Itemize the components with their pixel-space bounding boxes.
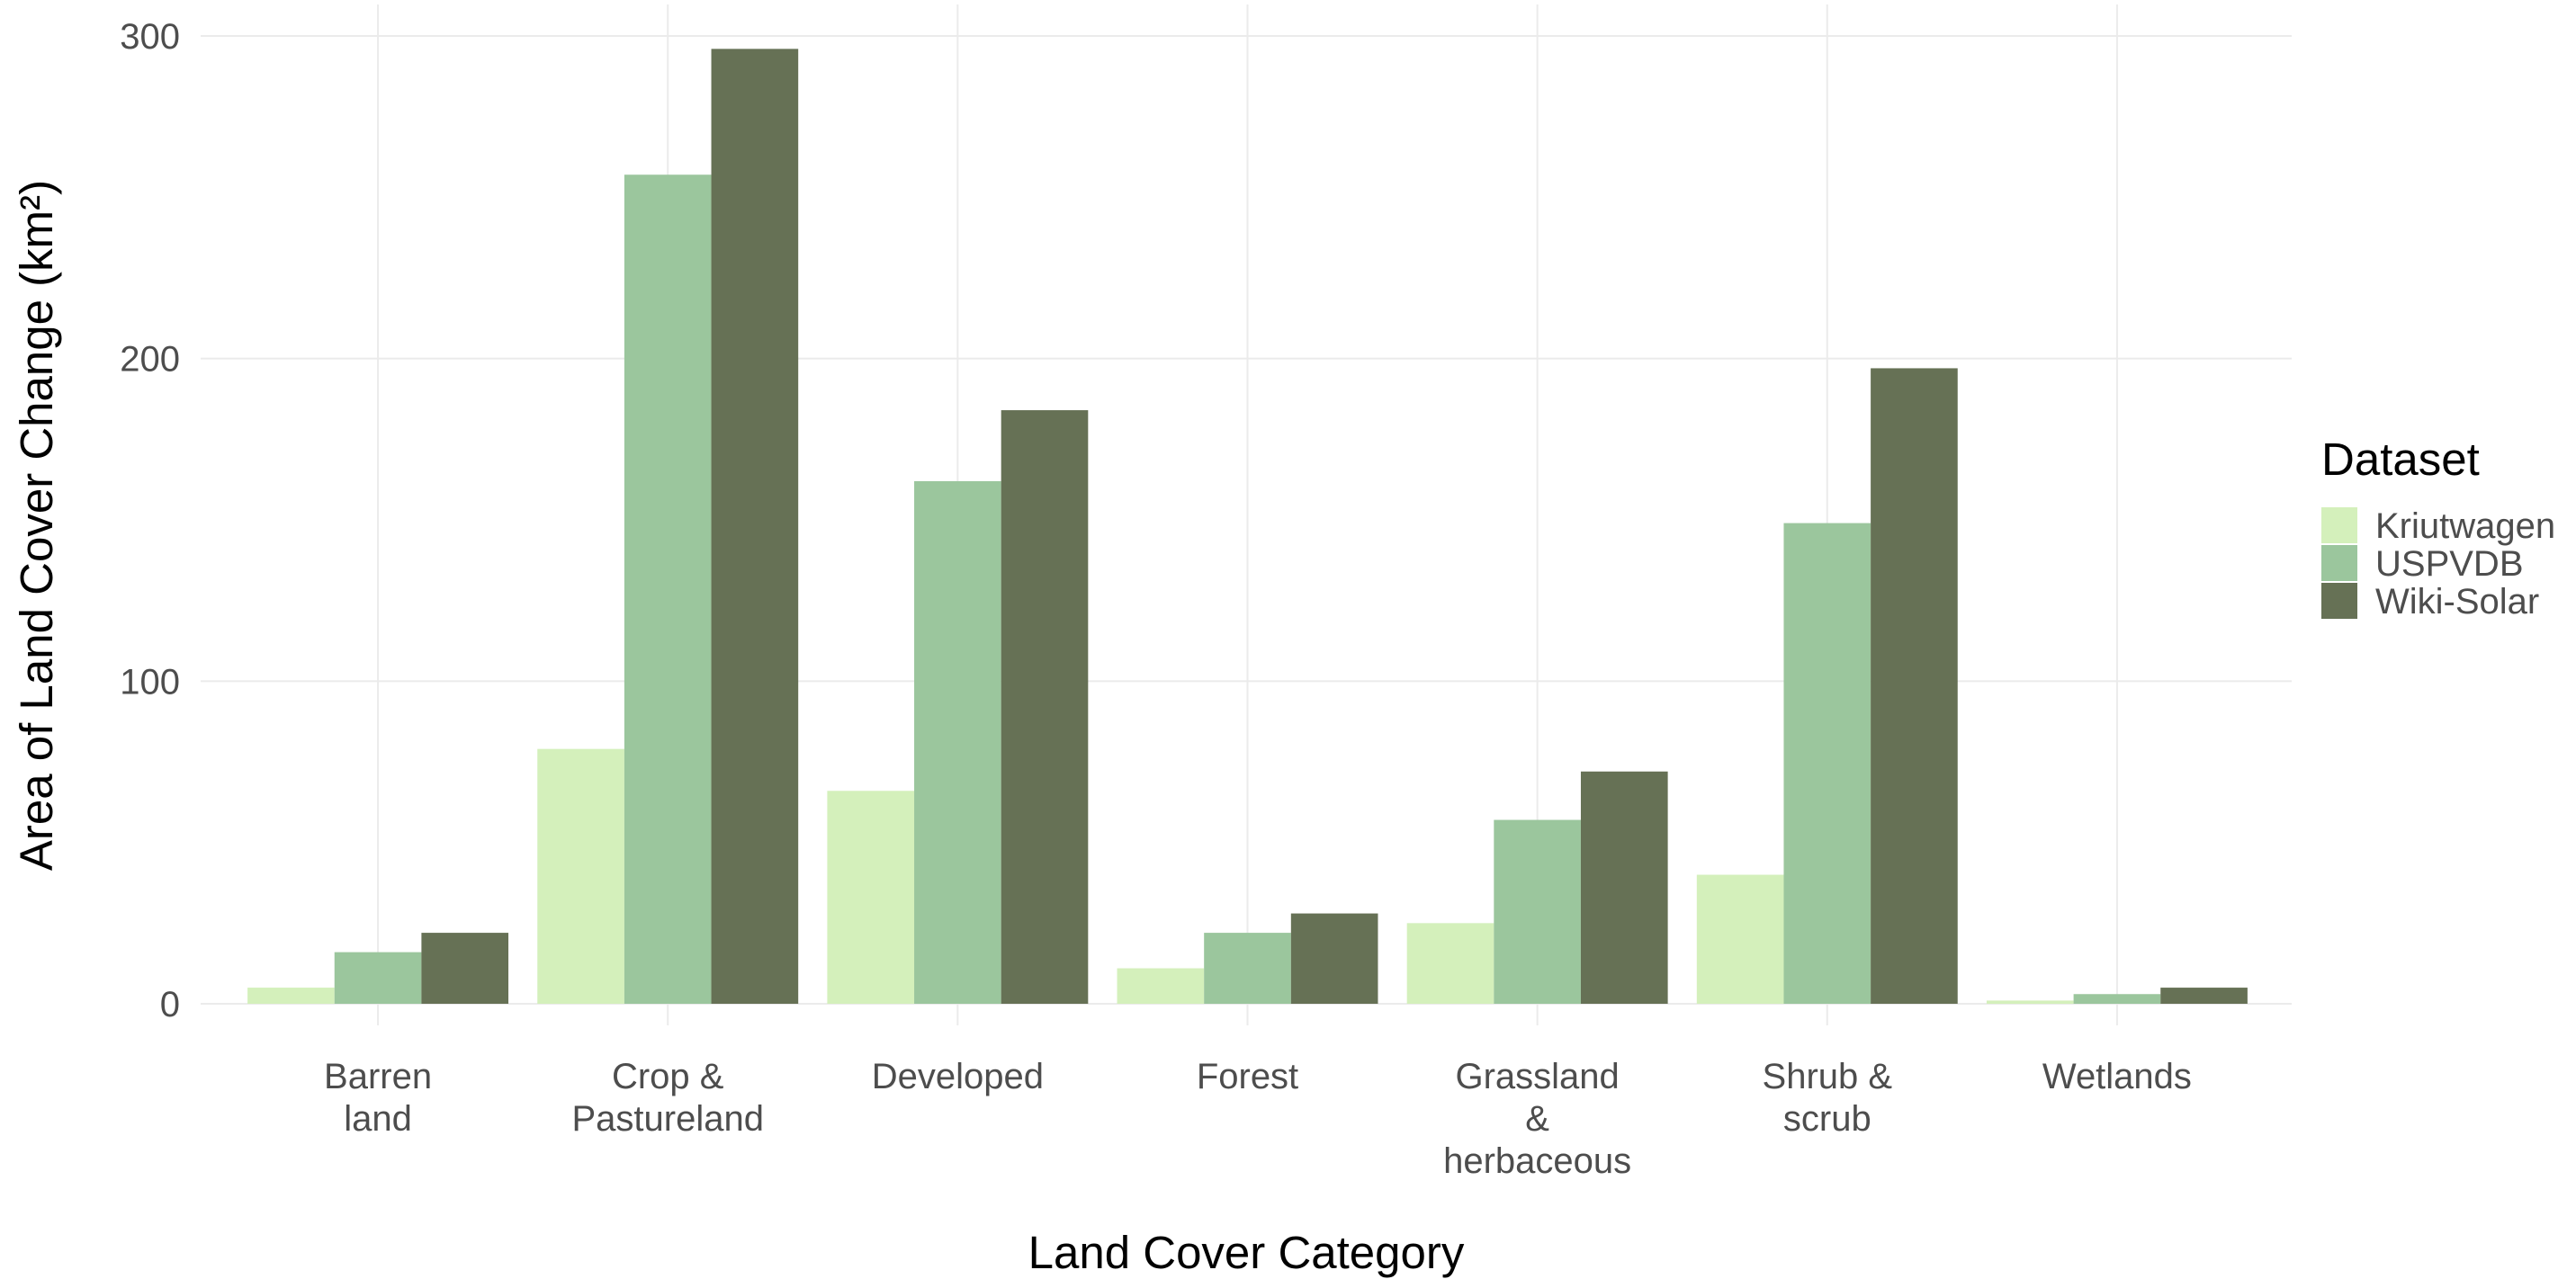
bar: [624, 174, 712, 1004]
bar: [1290, 913, 1378, 1004]
bar: [2073, 994, 2161, 1004]
x-tick-label: Developed: [872, 1057, 1044, 1096]
x-axis-title: Land Cover Category: [1028, 1227, 1465, 1278]
y-tick-label: 200: [120, 340, 180, 380]
y-tick-label: 0: [160, 985, 180, 1024]
bar: [1204, 933, 1291, 1004]
legend-swatch: [2321, 545, 2357, 581]
legend-swatch: [2321, 507, 2357, 543]
x-tick-label: Barren land: [324, 1057, 432, 1139]
bar: [1117, 968, 1205, 1004]
legend-label: USPVDB: [2375, 544, 2524, 584]
bar: [421, 933, 509, 1004]
bar: [1580, 771, 1668, 1004]
y-axis-title: Area of Land Cover Change (km²): [11, 180, 62, 871]
bar: [537, 748, 624, 1004]
bar: [247, 988, 335, 1004]
x-tick-label: Grassland & herbaceous: [1443, 1057, 1631, 1181]
legend-title: Dataset: [2321, 434, 2480, 485]
y-tick-label: 300: [120, 17, 180, 57]
bar: [1986, 1000, 2074, 1004]
bar: [334, 952, 422, 1004]
bar: [914, 480, 1001, 1004]
legend-swatch: [2321, 583, 2357, 619]
x-tick-label: Forest: [1197, 1057, 1298, 1096]
bar: [2160, 988, 2248, 1004]
legend-label: Wiki-Solar: [2375, 582, 2539, 622]
bar: [1696, 874, 1784, 1004]
y-tick-label: 100: [120, 662, 180, 702]
bar: [1494, 819, 1581, 1004]
bar: [1871, 368, 1958, 1005]
bar: [1783, 523, 1871, 1004]
bar: [1406, 923, 1494, 1004]
legend-label: Kriutwagen: [2375, 506, 2555, 546]
x-tick-label: Wetlands: [2042, 1057, 2192, 1096]
x-tick-label: Crop & Pastureland: [571, 1057, 763, 1139]
bar: [711, 49, 799, 1004]
bar: [827, 791, 915, 1004]
x-tick-label: Shrub & scrub: [1763, 1057, 1893, 1139]
bar: [1001, 410, 1089, 1004]
